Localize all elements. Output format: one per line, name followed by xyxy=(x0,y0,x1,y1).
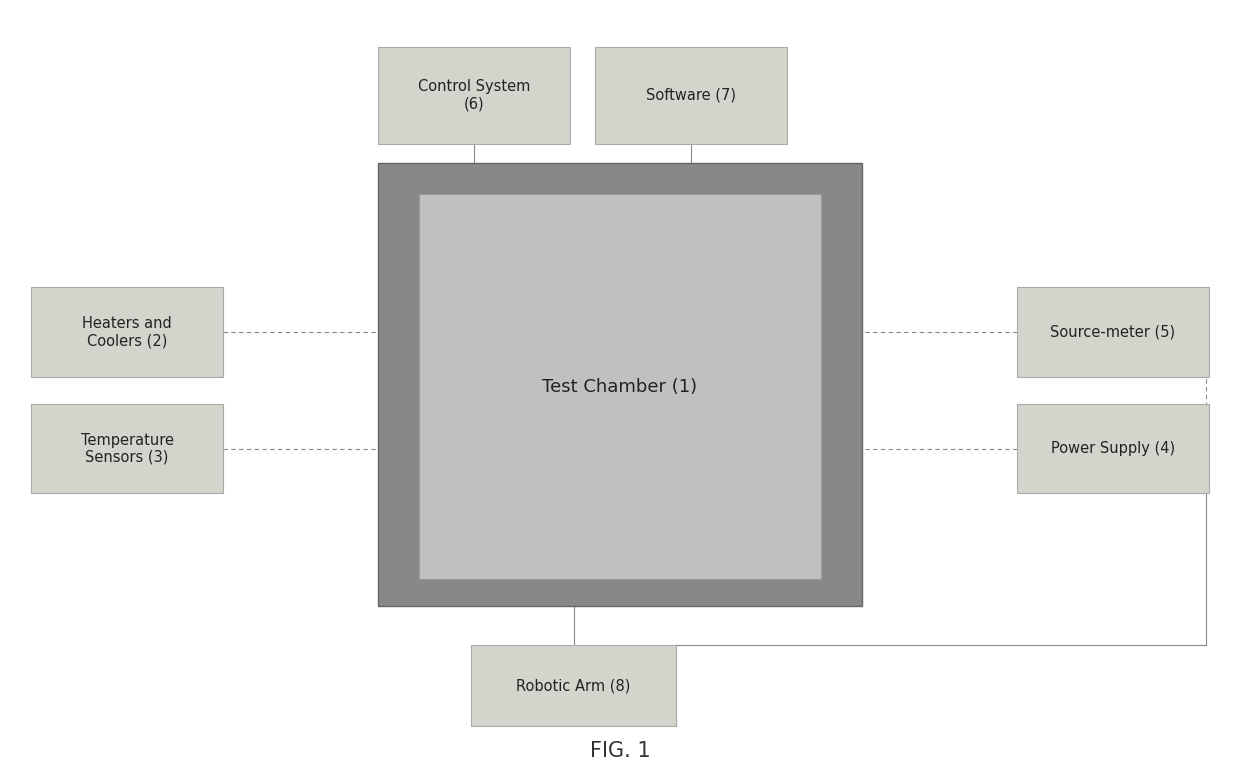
Text: Test Chamber (1): Test Chamber (1) xyxy=(542,378,698,395)
Bar xyxy=(595,47,787,144)
Text: Heaters and
Coolers (2): Heaters and Coolers (2) xyxy=(82,316,172,348)
Text: Temperature
Sensors (3): Temperature Sensors (3) xyxy=(81,433,174,465)
Bar xyxy=(378,47,570,144)
Text: Source-meter (5): Source-meter (5) xyxy=(1050,325,1176,340)
Bar xyxy=(378,163,862,606)
Bar xyxy=(31,287,223,377)
Bar xyxy=(31,404,223,493)
Text: Robotic Arm (8): Robotic Arm (8) xyxy=(516,678,631,693)
Text: FIG. 1: FIG. 1 xyxy=(590,741,650,761)
Text: Control System
(6): Control System (6) xyxy=(418,79,531,111)
Bar xyxy=(471,645,676,726)
Text: Software (7): Software (7) xyxy=(646,88,737,103)
Bar xyxy=(419,194,821,579)
Bar xyxy=(1017,287,1209,377)
Text: Power Supply (4): Power Supply (4) xyxy=(1050,441,1176,456)
Bar xyxy=(1017,404,1209,493)
